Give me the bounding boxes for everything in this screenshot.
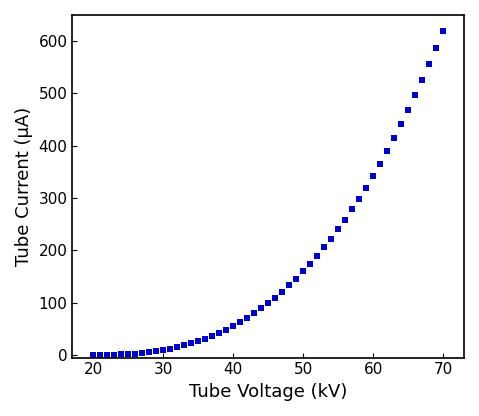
Y-axis label: Tube Current (μA): Tube Current (μA) <box>15 106 33 266</box>
X-axis label: Tube Voltage (kV): Tube Voltage (kV) <box>189 383 347 401</box>
